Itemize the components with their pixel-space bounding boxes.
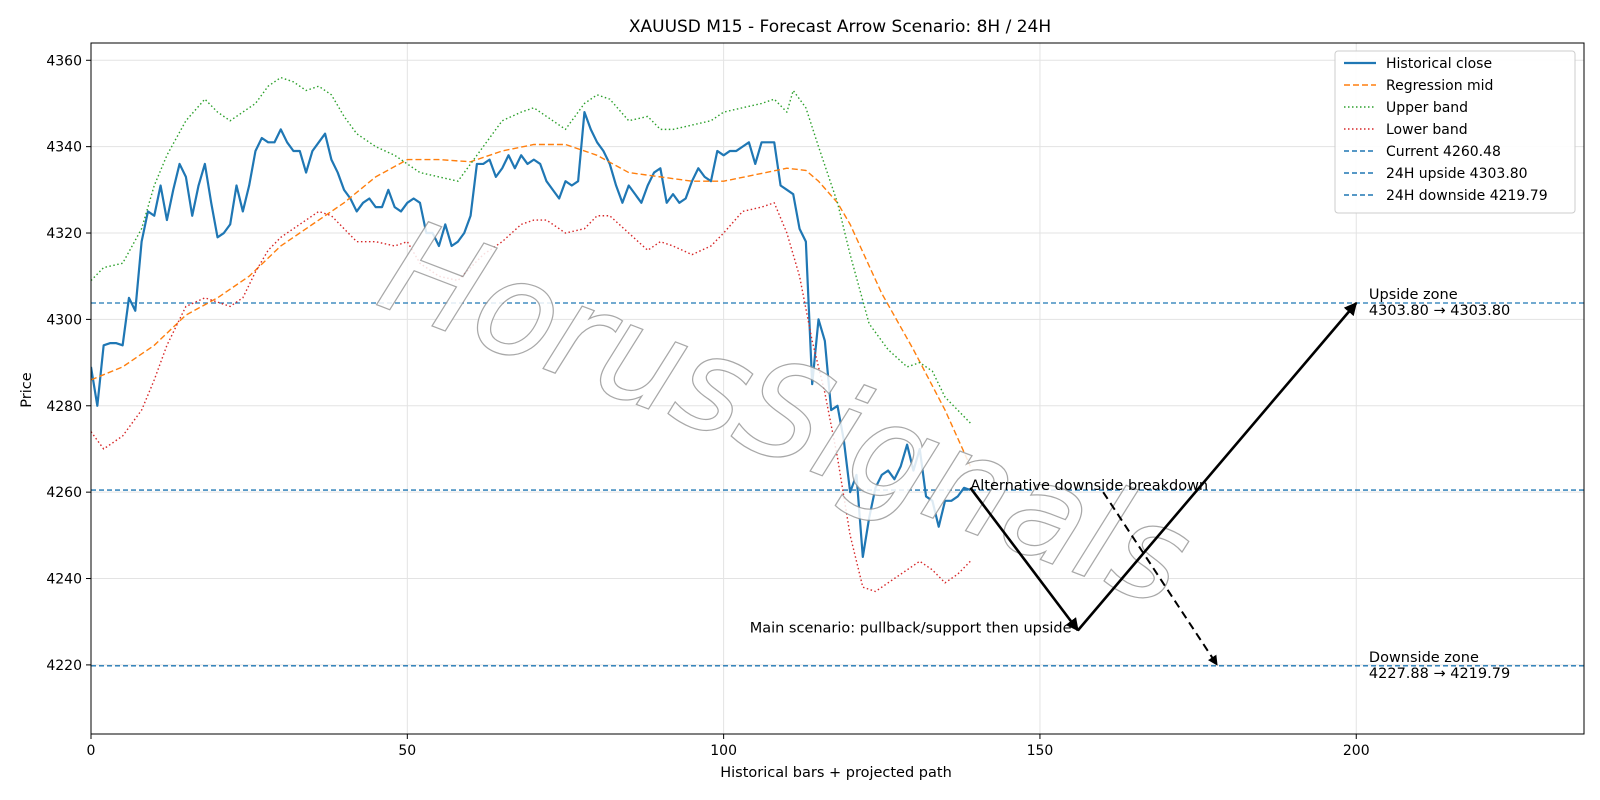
annot-main: Main scenario: pullback/support then ups…: [750, 621, 1072, 637]
legend-label: Upper band: [1386, 100, 1468, 116]
y-tick-label: 4320: [46, 226, 82, 242]
legend-label: 24H downside 4219.79: [1386, 188, 1548, 204]
x-tick-label: 50: [398, 743, 416, 759]
x-axis-label: Historical bars + projected path: [720, 765, 952, 781]
x-tick-label: 100: [710, 743, 737, 759]
annot-alternative: Alternative downside breakdown: [970, 478, 1208, 494]
x-tick-label: 200: [1343, 743, 1370, 759]
x-tick-label: 0: [87, 743, 96, 759]
forecast-arrow: [1076, 301, 1358, 632]
series-lines: [91, 76, 971, 593]
annot-downside-zone: 4227.88 → 4219.79: [1369, 666, 1510, 682]
scenario-arrows: [969, 301, 1358, 666]
legend-label: Lower band: [1386, 122, 1468, 138]
y-tick-label: 4220: [46, 658, 82, 674]
y-tick-label: 4300: [46, 312, 82, 328]
y-axis-label: Price: [19, 372, 35, 407]
y-tick-label: 4260: [46, 485, 82, 501]
legend-label: Historical close: [1386, 56, 1492, 72]
annot-upside-zone: 4303.80 → 4303.80: [1369, 303, 1510, 319]
series-line: [91, 202, 971, 593]
annot-downside-zone: Downside zone: [1369, 650, 1479, 666]
x-tick-label: 150: [1027, 743, 1054, 759]
plot-frame: [90, 42, 1585, 735]
series-line: [91, 76, 971, 424]
forecast-arrow: [1102, 491, 1218, 666]
legend: Historical close Regression mid Upper band…: [1334, 50, 1576, 214]
chart-title: XAUUSD M15 - Forecast Arrow Scenario: 8H…: [629, 17, 1051, 37]
legend-label: Current 4260.48: [1386, 144, 1501, 160]
axis-ticks: 0 50 100 150 200 4220 4240 4260 4280 4300 4320 4340…: [46, 53, 1369, 759]
y-tick-label: 4280: [46, 399, 82, 415]
legend-box: [1334, 50, 1576, 214]
horizontal-levels: [91, 302, 1584, 667]
legend-label: 24H upside 4303.80: [1386, 166, 1528, 182]
series-line: [91, 111, 971, 559]
y-tick-label: 4240: [46, 572, 82, 588]
y-tick-label: 4360: [46, 53, 82, 69]
forecast-arrow: [969, 487, 1079, 632]
annotations: Alternative downside breakdown Main scena…: [750, 287, 1511, 682]
legend-label: Regression mid: [1386, 78, 1493, 94]
y-tick-label: 4340: [46, 140, 82, 156]
annot-upside-zone: Upside zone: [1369, 287, 1458, 303]
grid: [90, 43, 1584, 734]
